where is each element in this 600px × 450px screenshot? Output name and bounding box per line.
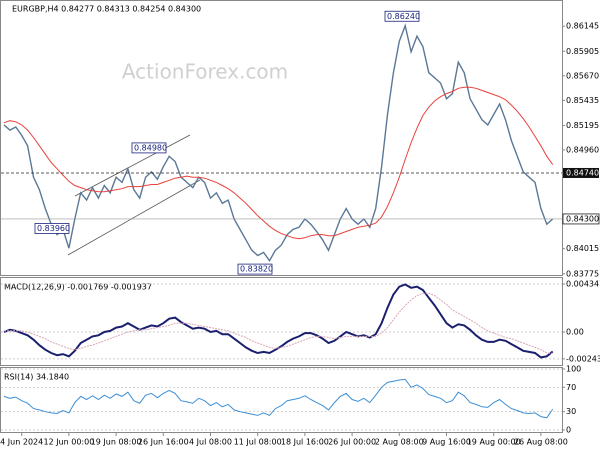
x-tick-label: 19 Aug 00:00 [467, 438, 521, 447]
channel-upper [74, 134, 191, 197]
annotation-label: 0.86240 [387, 12, 420, 21]
series-line [3, 378, 554, 419]
series-line [3, 23, 554, 263]
x-tick-label: 9 Aug 16:00 [422, 438, 471, 447]
x-tick-label: 2 Aug 08:00 [375, 438, 424, 447]
x-tick-label: 11 Jul 08:00 [234, 438, 282, 447]
y-tick-label: -0.002434 [566, 354, 600, 363]
y-tick-label: 0.85435 [566, 96, 599, 105]
y-tick-label: 0.84960 [566, 145, 599, 154]
annotation-box [34, 223, 70, 234]
main-frame [0, 0, 563, 276]
x-tick-label: 26 Jul 00:00 [328, 438, 376, 447]
y-tick-label: 0.00 [566, 327, 584, 336]
annotation-box [384, 10, 420, 22]
rsi-frame [0, 367, 563, 433]
main-title: EURGBP,H4 0.84277 0.84313 0.84254 0.8430… [12, 5, 201, 14]
x-tick-label: 12 Jun 00:00 [43, 438, 94, 447]
y-tick-label: 30 [566, 407, 576, 416]
annotation-label: 0.83960 [37, 224, 70, 233]
y-tick-label: 0.83775 [566, 269, 599, 278]
y-tick-label: 0.85905 [566, 47, 599, 56]
annotation-label: 0.83820 [240, 265, 273, 274]
y-tick-label: 0.85670 [566, 71, 599, 80]
channel-lower [67, 179, 201, 256]
rsi-title: RSI(14) 34.1840 [4, 373, 69, 382]
x-tick-label: 4 Jul 08:00 [189, 438, 232, 447]
current-price-box [562, 213, 600, 225]
current-price-label: 0.84300 [566, 214, 599, 223]
macd-frame [0, 277, 563, 366]
level-box [563, 167, 599, 178]
y-tick-label: 0.84015 [566, 244, 599, 253]
annotation-box [237, 263, 273, 275]
indicator-line [4, 292, 553, 354]
y-tick-label: 0.86145 [566, 22, 599, 31]
y-tick-label: 0.004347 [566, 279, 600, 288]
y-tick-label: 100 [566, 365, 581, 374]
x-tick-label: 26 Jun 16:00 [138, 438, 189, 447]
level-label: 0.84740 [566, 168, 599, 177]
watermark: ActionForex.com [122, 60, 288, 84]
annotation-label: 0.84980 [134, 143, 167, 152]
annotation-box [131, 142, 167, 154]
y-tick-label: 0 [566, 426, 571, 435]
x-tick-label: 18 Jul 16:00 [281, 438, 329, 447]
macd-title: MACD(12,26,9) -0.001769 -0.001937 [4, 283, 152, 292]
indicator-line [3, 86, 554, 240]
y-tick-label: 70 [566, 383, 576, 392]
y-tick-label: 0.85195 [566, 121, 599, 130]
x-tick-label: 4 Jun 2024 [0, 438, 43, 447]
x-tick-label: 19 Jun 08:00 [91, 438, 142, 447]
x-tick-label: 26 Aug 08:00 [514, 438, 568, 447]
